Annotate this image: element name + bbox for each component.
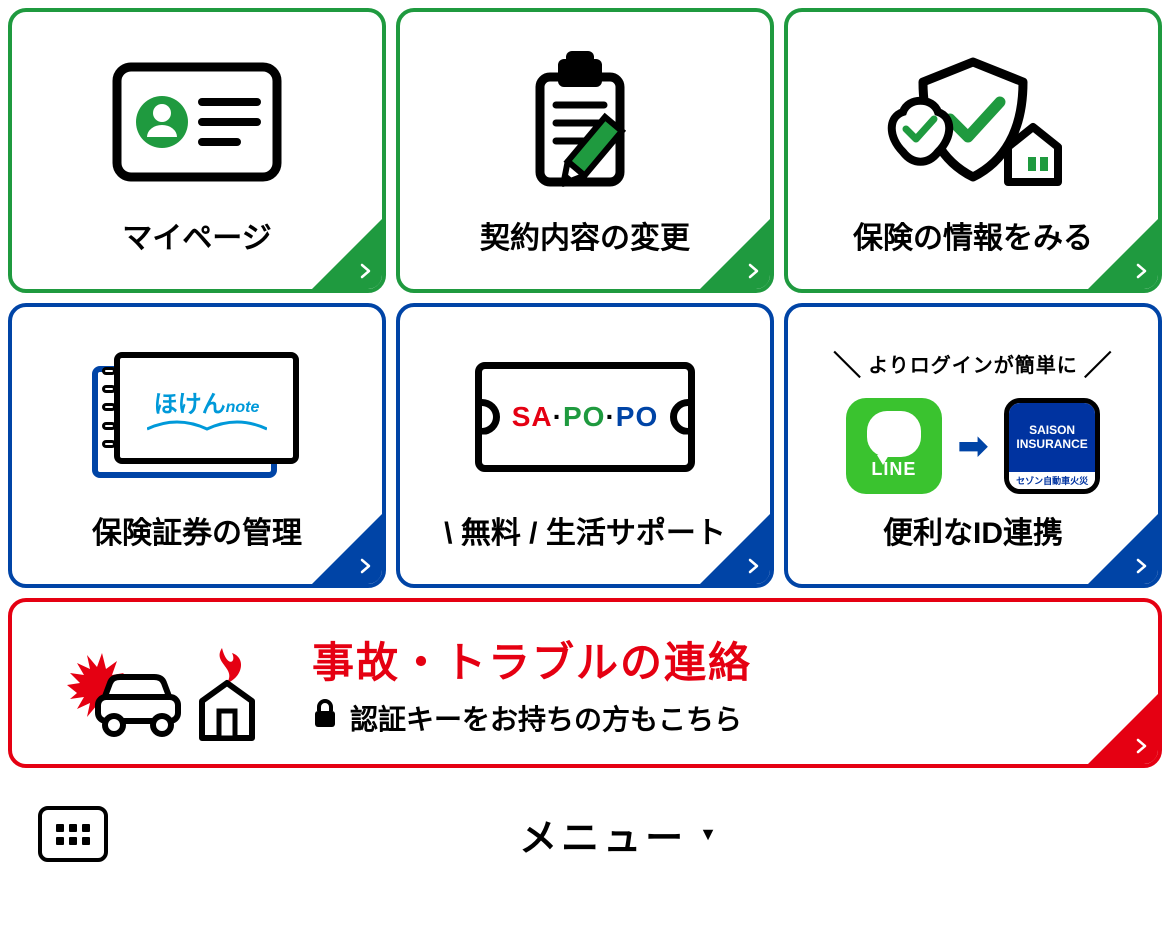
corner-arrow — [308, 510, 386, 588]
accident-text: 事故・トラブルの連絡 認証キーをお持ちの方もこちら — [282, 629, 1118, 738]
corner-arrow — [308, 215, 386, 293]
sapopo-icon: SA·PO·PO — [410, 325, 760, 508]
saison-l3: セゾン自動車火災 — [1009, 472, 1095, 489]
card-idlink-label: 便利なID連携 — [883, 508, 1063, 562]
corner-arrow — [1084, 690, 1162, 768]
notebook-logo-main: ほけん — [154, 391, 226, 418]
saison-badge-icon: SAISON INSURANCE セゾン自動車火災 — [1004, 398, 1100, 494]
chevron-down-icon: ▼ — [699, 824, 721, 845]
notebook-logo-sub: note — [226, 399, 260, 416]
bottom-bar: メニュー ▼ — [8, 796, 1162, 872]
card-notebook[interactable]: ほけんnote 保険証券の管理 — [8, 303, 386, 588]
corner-arrow — [1084, 215, 1162, 293]
corner-arrow — [696, 215, 774, 293]
card-accident[interactable]: 事故・トラブルの連絡 認証キーをお持ちの方もこちら — [8, 598, 1162, 768]
menu-button[interactable]: メニュー ▼ — [108, 807, 1132, 862]
card-sapopo-label: \ 無料 / 生活サポート — [444, 508, 726, 562]
accident-title: 事故・トラブルの連絡 — [312, 629, 1118, 690]
idlink-icon: ＼ よりログインが簡単に ／ LINE ➡ SAISON INSURANCE セ… — [798, 325, 1148, 508]
arrow-icon: ➡ — [958, 425, 988, 467]
info-icon — [798, 30, 1148, 213]
accident-icon — [52, 623, 282, 743]
menu-label-text: メニュー — [519, 807, 687, 862]
card-contract[interactable]: 契約内容の変更 — [396, 8, 774, 293]
saison-l1: SAISON — [1029, 423, 1075, 437]
accident-sub: 認証キーをお持ちの方もこちら — [350, 698, 742, 738]
card-grid: マイページ 契約内容の変更 — [8, 8, 1162, 588]
ticket-po1: PO — [563, 401, 605, 433]
card-notebook-label: 保険証券の管理 — [92, 508, 302, 562]
contract-icon — [410, 30, 760, 213]
corner-arrow — [696, 510, 774, 588]
notebook-icon: ほけんnote — [22, 325, 372, 508]
card-mypage-label: マイページ — [122, 213, 271, 267]
keyboard-button[interactable] — [38, 806, 108, 862]
saison-l2: INSURANCE — [1016, 437, 1087, 451]
idlink-banner: よりログインが簡単に — [868, 349, 1078, 378]
card-info-label: 保険の情報をみる — [853, 213, 1093, 267]
card-idlink[interactable]: ＼ よりログインが簡単に ／ LINE ➡ SAISON INSURANCE セ… — [784, 303, 1162, 588]
card-info[interactable]: 保険の情報をみる — [784, 8, 1162, 293]
line-badge-icon: LINE — [846, 398, 942, 494]
card-mypage[interactable]: マイページ — [8, 8, 386, 293]
keyboard-icon — [56, 824, 90, 845]
corner-arrow — [1084, 510, 1162, 588]
mypage-icon — [22, 30, 372, 213]
card-contract-label: 契約内容の変更 — [480, 213, 690, 267]
ticket-sa: SA — [512, 401, 553, 433]
lock-icon — [312, 699, 338, 736]
card-sapopo[interactable]: SA·PO·PO \ 無料 / 生活サポート — [396, 303, 774, 588]
ticket-po2: PO — [616, 401, 658, 433]
